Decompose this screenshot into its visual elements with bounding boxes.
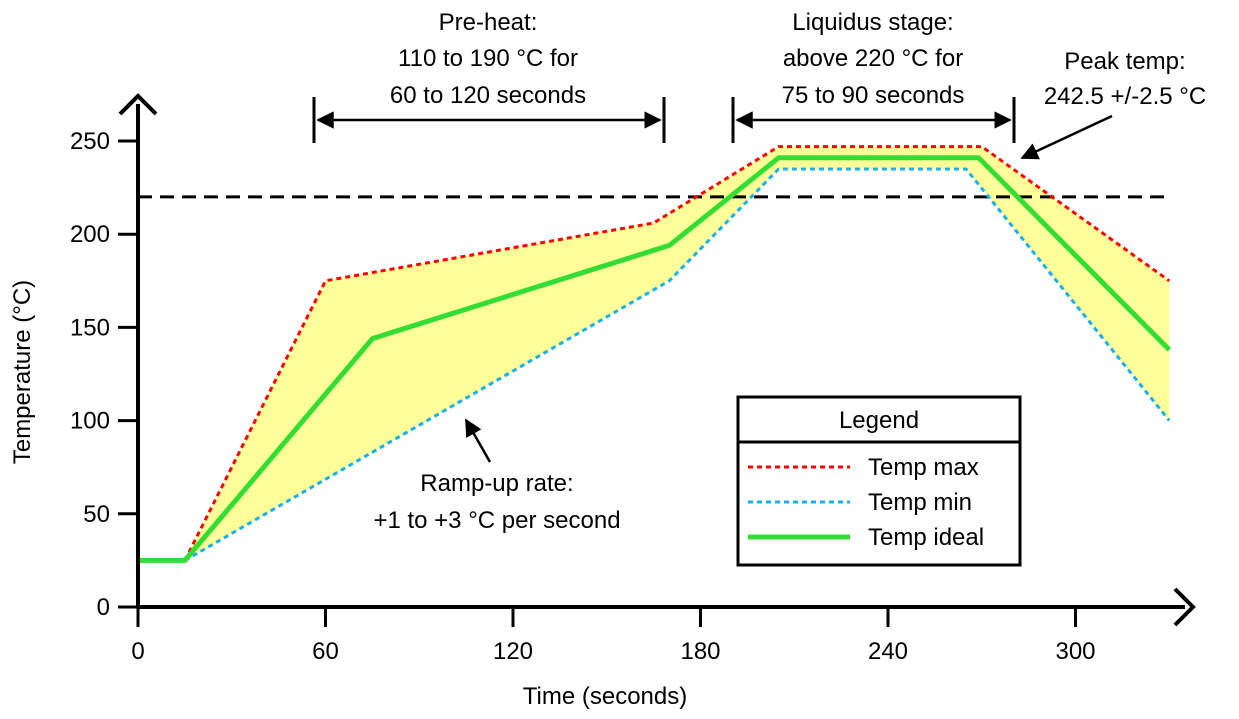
legend-label-temp-ideal: Temp ideal <box>868 524 984 551</box>
peak-label-line-2: 242.5 +/-2.5 °C <box>1044 83 1206 110</box>
rampup-label-line-2: +1 to +3 °C per second <box>373 507 620 534</box>
liquidus-label-line-1: Liquidus stage: <box>792 9 953 36</box>
peak-pointer-arrow <box>1020 114 1113 160</box>
axes <box>118 93 1196 627</box>
x-ticks: 0 60 120 180 240 300 <box>131 607 1096 665</box>
x-axis-title: Time (seconds) <box>523 683 687 710</box>
peak-annotation: Peak temp: 242.5 +/-2.5 °C <box>1020 48 1206 160</box>
temp-ideal-line <box>138 155 1172 563</box>
peak-label-line-1: Peak temp: <box>1064 48 1185 75</box>
temp-min-line <box>184 167 1171 562</box>
rampup-label-line-1: Ramp-up rate: <box>420 470 573 497</box>
preheat-label-line-3: 60 to 120 seconds <box>390 82 586 109</box>
y-tick-label: 150 <box>70 314 110 341</box>
legend-title: Legend <box>839 407 919 434</box>
x-axis-arrow <box>1173 587 1196 627</box>
liquidus-label-line-2: above 220 °C for <box>783 45 963 72</box>
x-tick-label: 180 <box>680 638 720 665</box>
legend: Legend Temp max Temp min Temp ideal <box>736 395 1022 567</box>
preheat-label-line-2: 110 to 190 °C for <box>398 45 578 72</box>
y-axis-arrow <box>118 93 158 116</box>
preheat-label-line-1: Pre-heat: <box>439 9 538 36</box>
x-tick-label: 300 <box>1055 638 1095 665</box>
liquidus-annotation: Liquidus stage: above 220 °C for 75 to 9… <box>731 9 1016 143</box>
tolerance-band <box>184 146 1170 561</box>
y-ticks: 0 50 100 150 200 250 <box>70 128 138 621</box>
x-tick-label: 0 <box>131 638 144 665</box>
legend-label-temp-max: Temp max <box>868 454 979 481</box>
y-axis-title: Temperature (°C) <box>9 280 36 464</box>
y-tick-label: 200 <box>70 221 110 248</box>
y-tick-label: 250 <box>70 128 110 155</box>
rampup-annotation: Ramp-up rate: +1 to +3 °C per second <box>373 418 621 534</box>
rampup-pointer-arrow <box>464 418 492 463</box>
x-tick-label: 60 <box>312 638 339 665</box>
legend-label-temp-min: Temp min <box>868 489 972 516</box>
y-tick-label: 50 <box>83 501 110 528</box>
y-tick-label: 100 <box>70 408 110 435</box>
y-tick-label: 0 <box>97 594 110 621</box>
liquidus-label-line-3: 75 to 90 seconds <box>782 82 965 109</box>
preheat-annotation: Pre-heat: 110 to 190 °C for 60 to 120 se… <box>312 9 666 143</box>
x-tick-label: 240 <box>868 638 908 665</box>
x-tick-label: 120 <box>493 638 533 665</box>
